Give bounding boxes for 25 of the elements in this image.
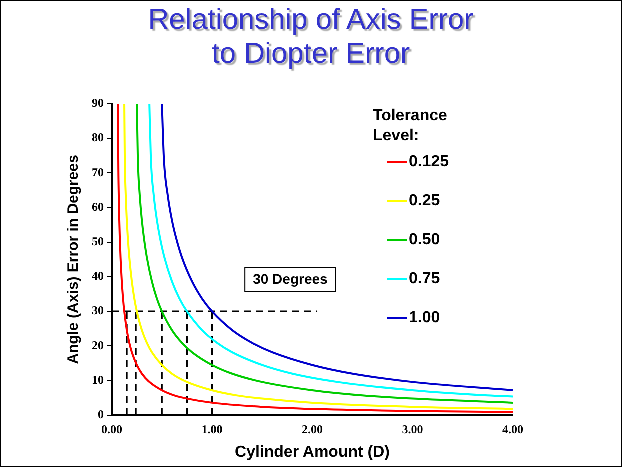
x-tick-label: 1.00 (202, 422, 223, 437)
y-tick-label: 20 (92, 338, 104, 352)
y-tick-label: 70 (92, 165, 104, 180)
y-tick-label: 90 (92, 96, 104, 110)
y-axis-title: Angle (Axis) Error in Degrees (65, 155, 82, 364)
y-tick-label: 60 (92, 200, 104, 214)
legend-label: 0.75 (409, 270, 440, 288)
y-tick-label: 0 (98, 407, 104, 422)
y-tick-label: 80 (92, 130, 104, 145)
y-tick-label: 40 (92, 269, 104, 284)
legend-label: 1.00 (409, 309, 440, 326)
y-tick-label: 30 (92, 304, 104, 318)
x-axis-title: Cylinder Amount (D) (235, 444, 390, 461)
x-tick-label: 4.00 (502, 422, 524, 437)
x-tick-label: 3.00 (402, 422, 424, 437)
legend-label: 0.125 (409, 153, 450, 170)
annotation: 30 Degrees (253, 270, 328, 287)
x-tick-label: 2.00 (302, 422, 323, 437)
legend-label: 0.25 (409, 192, 440, 210)
y-tick-label: 50 (92, 234, 104, 248)
chart-title: Relationship of Axis Error to Diopter Error (147, 3, 475, 71)
y-tick-label: 10 (92, 372, 104, 387)
x-tick-label: 0.00 (102, 422, 122, 437)
legend-label: 0.50 (409, 231, 440, 248)
legend-title: Tolerance Level: (373, 107, 448, 144)
